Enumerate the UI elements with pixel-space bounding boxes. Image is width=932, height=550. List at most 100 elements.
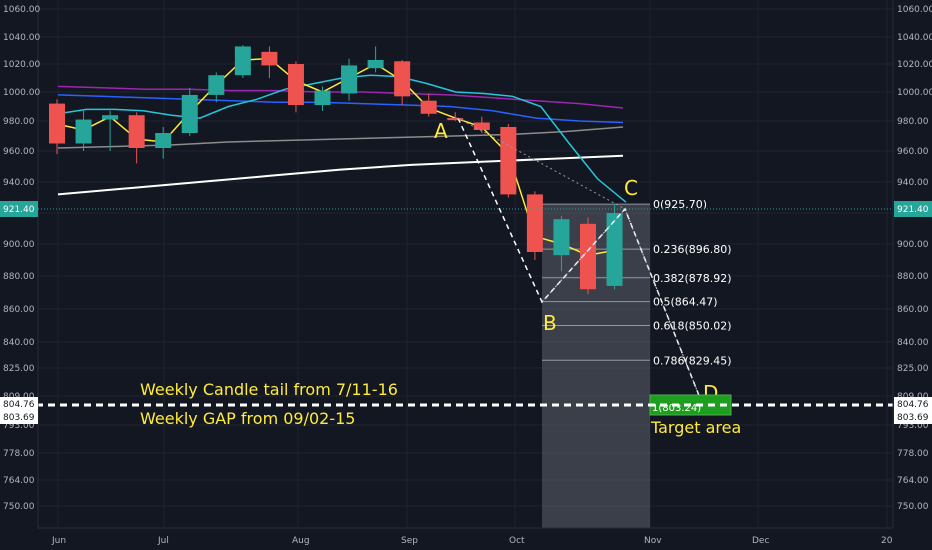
candle-body[interactable]	[580, 223, 596, 290]
price-tick-label-right: 1040.00	[897, 33, 932, 43]
price-tick-label-left: 940.00	[3, 178, 35, 188]
level-tag-right	[894, 410, 932, 424]
price-tick-label-left: 1040.00	[3, 33, 40, 43]
time-axis-label: Sep	[401, 536, 418, 546]
price-tick-label-left: 793.00	[3, 421, 35, 431]
candle-body[interactable]	[394, 61, 411, 97]
time-axis-label: Jun	[51, 536, 66, 546]
right-axis-panel	[893, 0, 932, 528]
candle-body[interactable]	[181, 94, 198, 133]
left-axis-panel	[0, 0, 38, 528]
time-axis-label: Aug	[292, 536, 310, 546]
price-tick-label-right: 793.00	[897, 421, 929, 431]
candle-body[interactable]	[500, 127, 517, 195]
moving-average-line	[57, 154, 624, 196]
candle-body[interactable]	[75, 119, 92, 144]
moving-average-line	[57, 126, 624, 149]
level-label-right: 804.76	[897, 400, 929, 410]
moving-average-line	[56, 57, 615, 256]
price-tick-label-left: 750.00	[3, 502, 35, 512]
candle-body[interactable]	[367, 59, 384, 69]
price-tick-label-right: 880.00	[897, 272, 929, 282]
fib-level-label: 0.5(864.47)	[653, 296, 718, 309]
price-tick-label-right: 840.00	[897, 338, 929, 348]
candle-body[interactable]	[341, 65, 358, 94]
price-tick-label-left: 980.00	[3, 117, 35, 127]
moving-average-line	[57, 85, 624, 109]
current-price-label-right: 921.40	[897, 205, 929, 215]
price-tick-label-left: 860.00	[3, 305, 35, 315]
candle-body[interactable]	[314, 90, 331, 106]
price-tick-label-left: 764.00	[3, 476, 35, 486]
price-tick-label-right: 1000.00	[897, 88, 932, 98]
fib-level-label: 1(803.24)	[652, 403, 701, 414]
price-tick-label-right: 1020.00	[897, 60, 932, 70]
price-tick-label-left: 960.00	[3, 147, 35, 157]
current-price-tag-left	[0, 201, 38, 217]
candle-body[interactable]	[420, 100, 437, 114]
ac-dotted-line	[457, 117, 626, 210]
level-tag-left	[0, 397, 38, 411]
fib-level-label: 0(925.70)	[653, 198, 707, 211]
price-tick-label-right: 900.00	[897, 240, 929, 250]
price-tick-label-right: 980.00	[897, 117, 929, 127]
time-axis-label: Oct	[509, 536, 525, 546]
pattern-point-label: B	[543, 311, 557, 335]
fib-level-label: 0.786(829.45)	[653, 354, 732, 367]
candle-body[interactable]	[234, 46, 251, 76]
price-tick-label-left: 900.00	[3, 240, 35, 250]
price-tick-label-left: 880.00	[3, 272, 35, 282]
candle-body[interactable]	[473, 122, 490, 131]
annotation-weekly-gap: Weekly GAP from 09/02-15	[140, 409, 355, 428]
candle-body[interactable]	[447, 118, 464, 121]
time-axis-label: Nov	[644, 536, 662, 546]
fib-level-label: 0.236(896.80)	[653, 243, 732, 256]
price-tick-label-right: 860.00	[897, 305, 929, 315]
price-tick-label-left: 1000.00	[3, 88, 40, 98]
annotation-candle-tail: Weekly Candle tail from 7/11-16	[140, 380, 398, 399]
current-price-tag-right	[894, 201, 932, 217]
candle-body[interactable]	[155, 133, 172, 148]
candle-body[interactable]	[208, 75, 225, 95]
level-label-left: 804.76	[3, 400, 35, 410]
candle-body[interactable]	[606, 213, 623, 286]
abcd-path	[457, 117, 701, 399]
candle-body[interactable]	[49, 103, 65, 144]
annotation-target-area: Target area	[650, 418, 741, 437]
price-tick-label-left: 840.00	[3, 338, 35, 348]
time-axis-label: Jul	[157, 536, 169, 546]
cd-dotted-line	[624, 208, 701, 399]
price-tick-label-right: 825.00	[897, 364, 929, 374]
level-label-right: 803.69	[897, 413, 929, 423]
price-tick-label-right: 960.00	[897, 147, 929, 157]
price-tick-label-left: 1060.00	[3, 5, 40, 15]
current-price-label-left: 921.40	[3, 205, 35, 215]
price-tick-label-right: 1060.00	[897, 5, 932, 15]
price-tick-label-right: 940.00	[897, 178, 929, 188]
candle-body[interactable]	[553, 219, 570, 256]
moving-average-line	[57, 94, 624, 124]
price-tick-label-right: 764.00	[897, 476, 929, 486]
candle-body[interactable]	[128, 115, 145, 148]
candle-body[interactable]	[102, 115, 119, 120]
level-tag-left	[0, 410, 38, 424]
pattern-point-label: A	[434, 119, 448, 143]
time-axis-label: Dec	[752, 536, 769, 546]
price-tick-label-right: 778.00	[897, 449, 929, 459]
price-tick-label-right: 750.00	[897, 502, 929, 512]
price-tick-label-left: 778.00	[3, 449, 35, 459]
candle-body[interactable]	[287, 64, 304, 106]
candle-body[interactable]	[526, 194, 543, 252]
time-axis-label: 20	[881, 536, 893, 546]
level-tag-right	[894, 397, 932, 411]
price-tick-label-left: 825.00	[3, 364, 35, 374]
bc-dotted-line	[541, 208, 626, 303]
candles	[49, 45, 623, 295]
pattern-point-label: C	[624, 176, 638, 200]
grid-lines	[38, 0, 893, 528]
candle-body[interactable]	[261, 51, 278, 66]
